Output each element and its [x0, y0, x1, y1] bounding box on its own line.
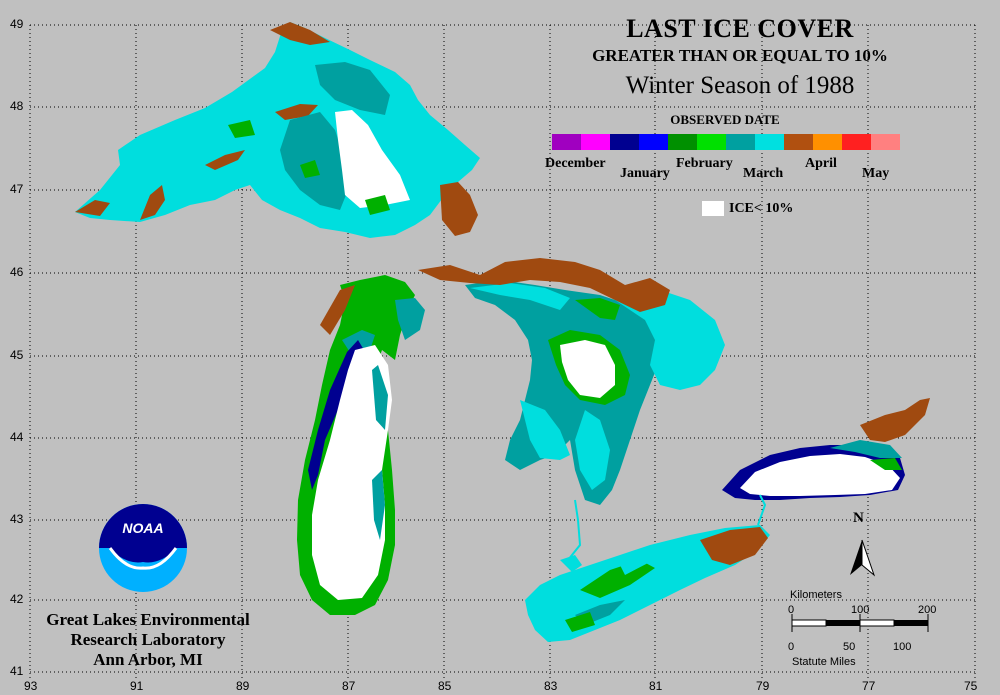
- legend-swatch: [726, 134, 755, 150]
- scale-tick: 100: [893, 641, 912, 653]
- scale-bar: [791, 614, 929, 632]
- lon-label: 89: [236, 679, 250, 693]
- legend-swatch: [610, 134, 639, 150]
- lake-michigan: [297, 275, 425, 615]
- lon-label: 91: [130, 679, 144, 693]
- legend-label-january: January: [620, 166, 670, 181]
- legend-swatch: [784, 134, 813, 150]
- institution-line3: Ann Arbor, MI: [93, 650, 203, 669]
- lon-label: 85: [438, 679, 452, 693]
- lat-label: 47: [10, 182, 24, 196]
- legend-swatch: [581, 134, 610, 150]
- lon-label: 81: [649, 679, 663, 693]
- lon-label: 87: [342, 679, 356, 693]
- lake-erie: [525, 525, 770, 642]
- lon-label: 83: [544, 679, 558, 693]
- ice-lt-10-swatch: [702, 201, 724, 216]
- north-label: N: [853, 510, 864, 526]
- scale-tick: 100: [851, 604, 870, 616]
- noaa-logo: [99, 504, 187, 592]
- institution-line1: Great Lakes Environmental: [46, 610, 250, 629]
- legend-color-bar: [552, 134, 900, 150]
- legend-label-may: May: [862, 166, 890, 181]
- lake-superior: [75, 22, 480, 238]
- legend-swatch: [639, 134, 668, 150]
- legend-swatch: [668, 134, 697, 150]
- legend-swatch: [871, 134, 900, 150]
- lat-label: 41: [10, 664, 24, 678]
- ice-lt-10-label: ICE< 10%: [729, 201, 794, 216]
- legend-heading: OBSERVED DATE: [670, 112, 780, 127]
- map-title: LAST ICE COVER: [626, 14, 854, 43]
- legend-label-february: February: [676, 156, 733, 171]
- lat-label: 42: [10, 592, 24, 606]
- lat-label: 43: [10, 512, 24, 526]
- lat-label: 45: [10, 348, 24, 362]
- legend-swatch: [552, 134, 581, 150]
- season-label: Winter Season of 1988: [625, 72, 855, 99]
- legend-label-december: December: [545, 156, 606, 171]
- lat-label: 49: [10, 17, 24, 31]
- lon-label: 77: [862, 679, 876, 693]
- lake-ontario: [722, 398, 930, 500]
- noaa-logo-text: NOAA: [122, 520, 164, 536]
- legend-label-march: March: [743, 166, 784, 181]
- legend-label-april: April: [805, 156, 837, 171]
- institution-line2: Research Laboratory: [70, 630, 226, 649]
- lat-label: 46: [10, 265, 24, 279]
- legend-swatch: [697, 134, 726, 150]
- scale-tick: 0: [788, 641, 795, 653]
- legend-swatch: [813, 134, 842, 150]
- map-subtitle: GREATER THAN OR EQUAL TO 10%: [592, 46, 888, 65]
- lat-label: 48: [10, 99, 24, 113]
- lon-label: 75: [964, 679, 978, 693]
- scale-units-top: Kilometers: [790, 589, 842, 601]
- scale-tick: 0: [788, 604, 795, 616]
- scale-tick: 50: [843, 641, 856, 653]
- lake-huron: [465, 280, 725, 505]
- north-arrow: [850, 539, 876, 577]
- lon-label: 93: [24, 679, 38, 693]
- lon-label: 79: [756, 679, 770, 693]
- lat-label: 44: [10, 430, 24, 444]
- legend-swatch: [755, 134, 784, 150]
- lake-st-clair: [560, 555, 582, 572]
- north-channel-shore: [418, 258, 670, 312]
- rivers: [567, 494, 767, 561]
- scale-units-bottom: Statute Miles: [792, 656, 856, 668]
- scale-tick: 200: [918, 604, 937, 616]
- legend-swatch: [842, 134, 871, 150]
